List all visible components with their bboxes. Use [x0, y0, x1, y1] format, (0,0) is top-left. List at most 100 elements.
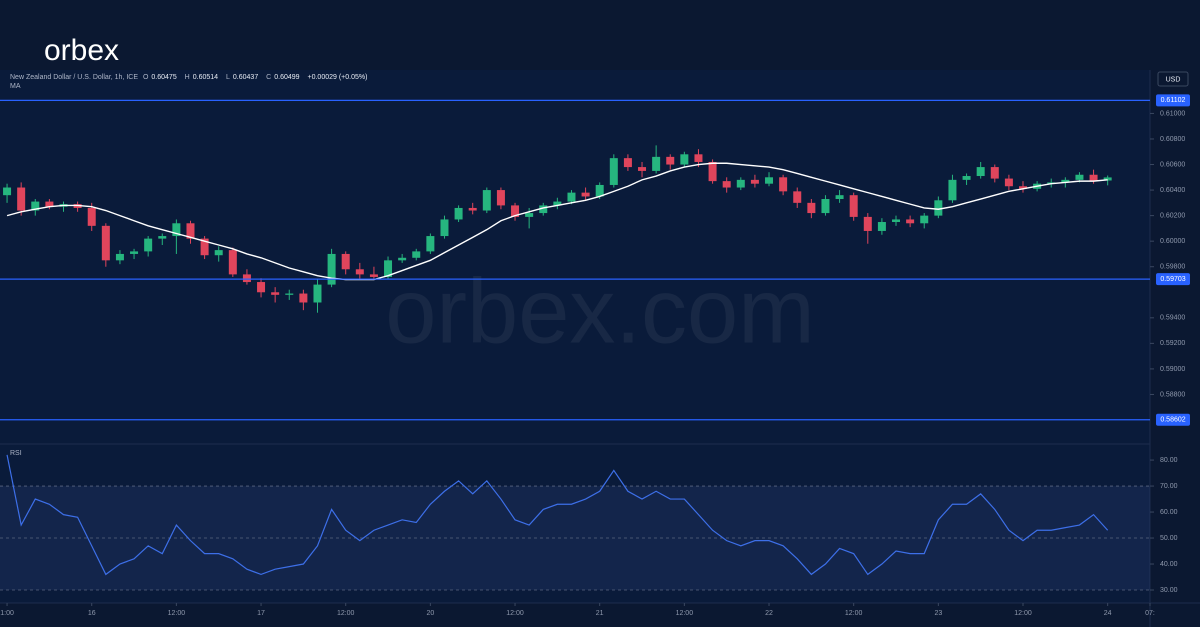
level-tag: [1156, 413, 1190, 426]
candle-body: [511, 205, 520, 217]
candle-body: [327, 253, 336, 285]
candle-body: [722, 181, 731, 188]
candle-body: [609, 158, 618, 185]
candle-body: [341, 253, 350, 270]
candle-body: [426, 236, 435, 252]
currency: USD: [1166, 76, 1181, 83]
candle-body: [440, 219, 449, 237]
candle-body: [228, 250, 237, 275]
x-tick-label: 12:00: [845, 610, 863, 617]
x-tick-label: 07:: [1145, 610, 1155, 617]
x-tick-label: 12:00: [676, 610, 694, 617]
y-tick-label: 0.59800: [1160, 264, 1185, 271]
y-tick-label: 50.00: [1160, 535, 1178, 542]
candle-body: [200, 238, 209, 256]
y-tick-label: 0.60200: [1160, 212, 1185, 219]
y-tick-label: 80.00: [1160, 457, 1178, 464]
candle-body: [45, 201, 54, 207]
candle-body: [962, 176, 971, 180]
candle-body: [87, 207, 96, 226]
x-tick-label: 12:00: [1014, 610, 1032, 617]
candle-body: [271, 292, 280, 295]
candle-body: [623, 158, 632, 168]
y-tick-label: 70.00: [1160, 483, 1178, 490]
candle-body: [1061, 179, 1070, 183]
quote-o: O 0.60475: [143, 74, 180, 81]
candle-body: [863, 216, 872, 231]
x-tick-label: 17: [257, 610, 265, 617]
candle-body: [313, 284, 322, 303]
y-tick-label: 0.59000: [1160, 366, 1185, 373]
candle-body: [835, 195, 844, 200]
y-tick-label: 0.60600: [1160, 161, 1185, 168]
y-tick-label: 60.00: [1160, 509, 1178, 516]
candle-body: [539, 205, 548, 214]
x-tick-label: 23: [934, 610, 942, 617]
quote-c: C 0.60499: [266, 74, 302, 81]
level-label: 0.61102: [1161, 97, 1186, 104]
y-tick-label: 40.00: [1160, 561, 1178, 568]
candle-body: [793, 191, 802, 203]
candle-body: [454, 207, 463, 220]
candle-body: [1075, 174, 1084, 180]
candle-body: [948, 179, 957, 201]
x-tick-label: 16: [88, 610, 96, 617]
candle-body: [694, 154, 703, 162]
indicator-label: MA: [10, 83, 21, 90]
candle-body: [708, 161, 717, 182]
candle-body: [468, 207, 477, 211]
candle-body: [3, 187, 12, 196]
candle-body: [877, 222, 886, 231]
candle-body: [369, 274, 378, 277]
quote-label: L: [226, 74, 230, 81]
quote-value: 0.60437: [232, 74, 259, 81]
candle-body: [101, 225, 110, 261]
y-tick-label: 0.60400: [1160, 187, 1185, 194]
y-tick-label: 0.61000: [1160, 110, 1185, 117]
candle-body: [567, 192, 576, 202]
watermark: orbex.com: [385, 260, 815, 362]
candle-body: [990, 167, 999, 179]
candle-body: [172, 223, 181, 237]
candle-body: [158, 236, 167, 239]
candle-body: [906, 219, 915, 224]
candle-body: [934, 200, 943, 216]
candle-body: [285, 293, 294, 295]
quote-value: 0.60499: [274, 74, 300, 81]
moving-average: [6, 162, 1108, 281]
symbol-title: New Zealand Dollar / U.S. Dollar, 1h, IC…: [10, 74, 138, 81]
y-tick-label: 0.60000: [1160, 238, 1185, 245]
y-tick-label: 0.59400: [1160, 315, 1185, 322]
x-tick-label: 12:00: [337, 610, 355, 617]
y-tick-label: 0.58800: [1160, 391, 1185, 398]
candle-body: [638, 167, 647, 171]
rsi-band: [0, 486, 1150, 591]
candle-body: [355, 269, 364, 275]
candle-body: [807, 202, 816, 214]
x-tick-label: 12:00: [506, 610, 524, 617]
candle-body: [242, 274, 251, 283]
quote-label: H: [184, 74, 190, 81]
x-tick-label: 1:00: [0, 610, 14, 617]
candle-body: [920, 215, 929, 224]
candle-body: [1103, 177, 1112, 181]
currency-box: [1157, 71, 1189, 87]
candle-body: [1089, 174, 1098, 181]
candle-body: [553, 201, 562, 206]
candle-body: [412, 251, 421, 258]
candle-body: [652, 156, 661, 171]
candle-body: [31, 201, 40, 211]
candle-body: [186, 223, 195, 239]
quote-l: L 0.60437: [226, 74, 261, 81]
candle-body: [299, 293, 308, 303]
candle-body: [1004, 178, 1013, 187]
candle-body: [736, 179, 745, 188]
quote-label: C: [266, 74, 272, 81]
symbol-header: New Zealand Dollar / U.S. Dollar, 1h, IC…: [10, 74, 370, 90]
x-tick-label: 12:00: [168, 610, 186, 617]
candle-body: [892, 219, 901, 223]
level-label: 0.59703: [1160, 276, 1185, 283]
quote-value: 0.60514: [192, 74, 219, 81]
y-tick-label: 0.60800: [1160, 136, 1185, 143]
